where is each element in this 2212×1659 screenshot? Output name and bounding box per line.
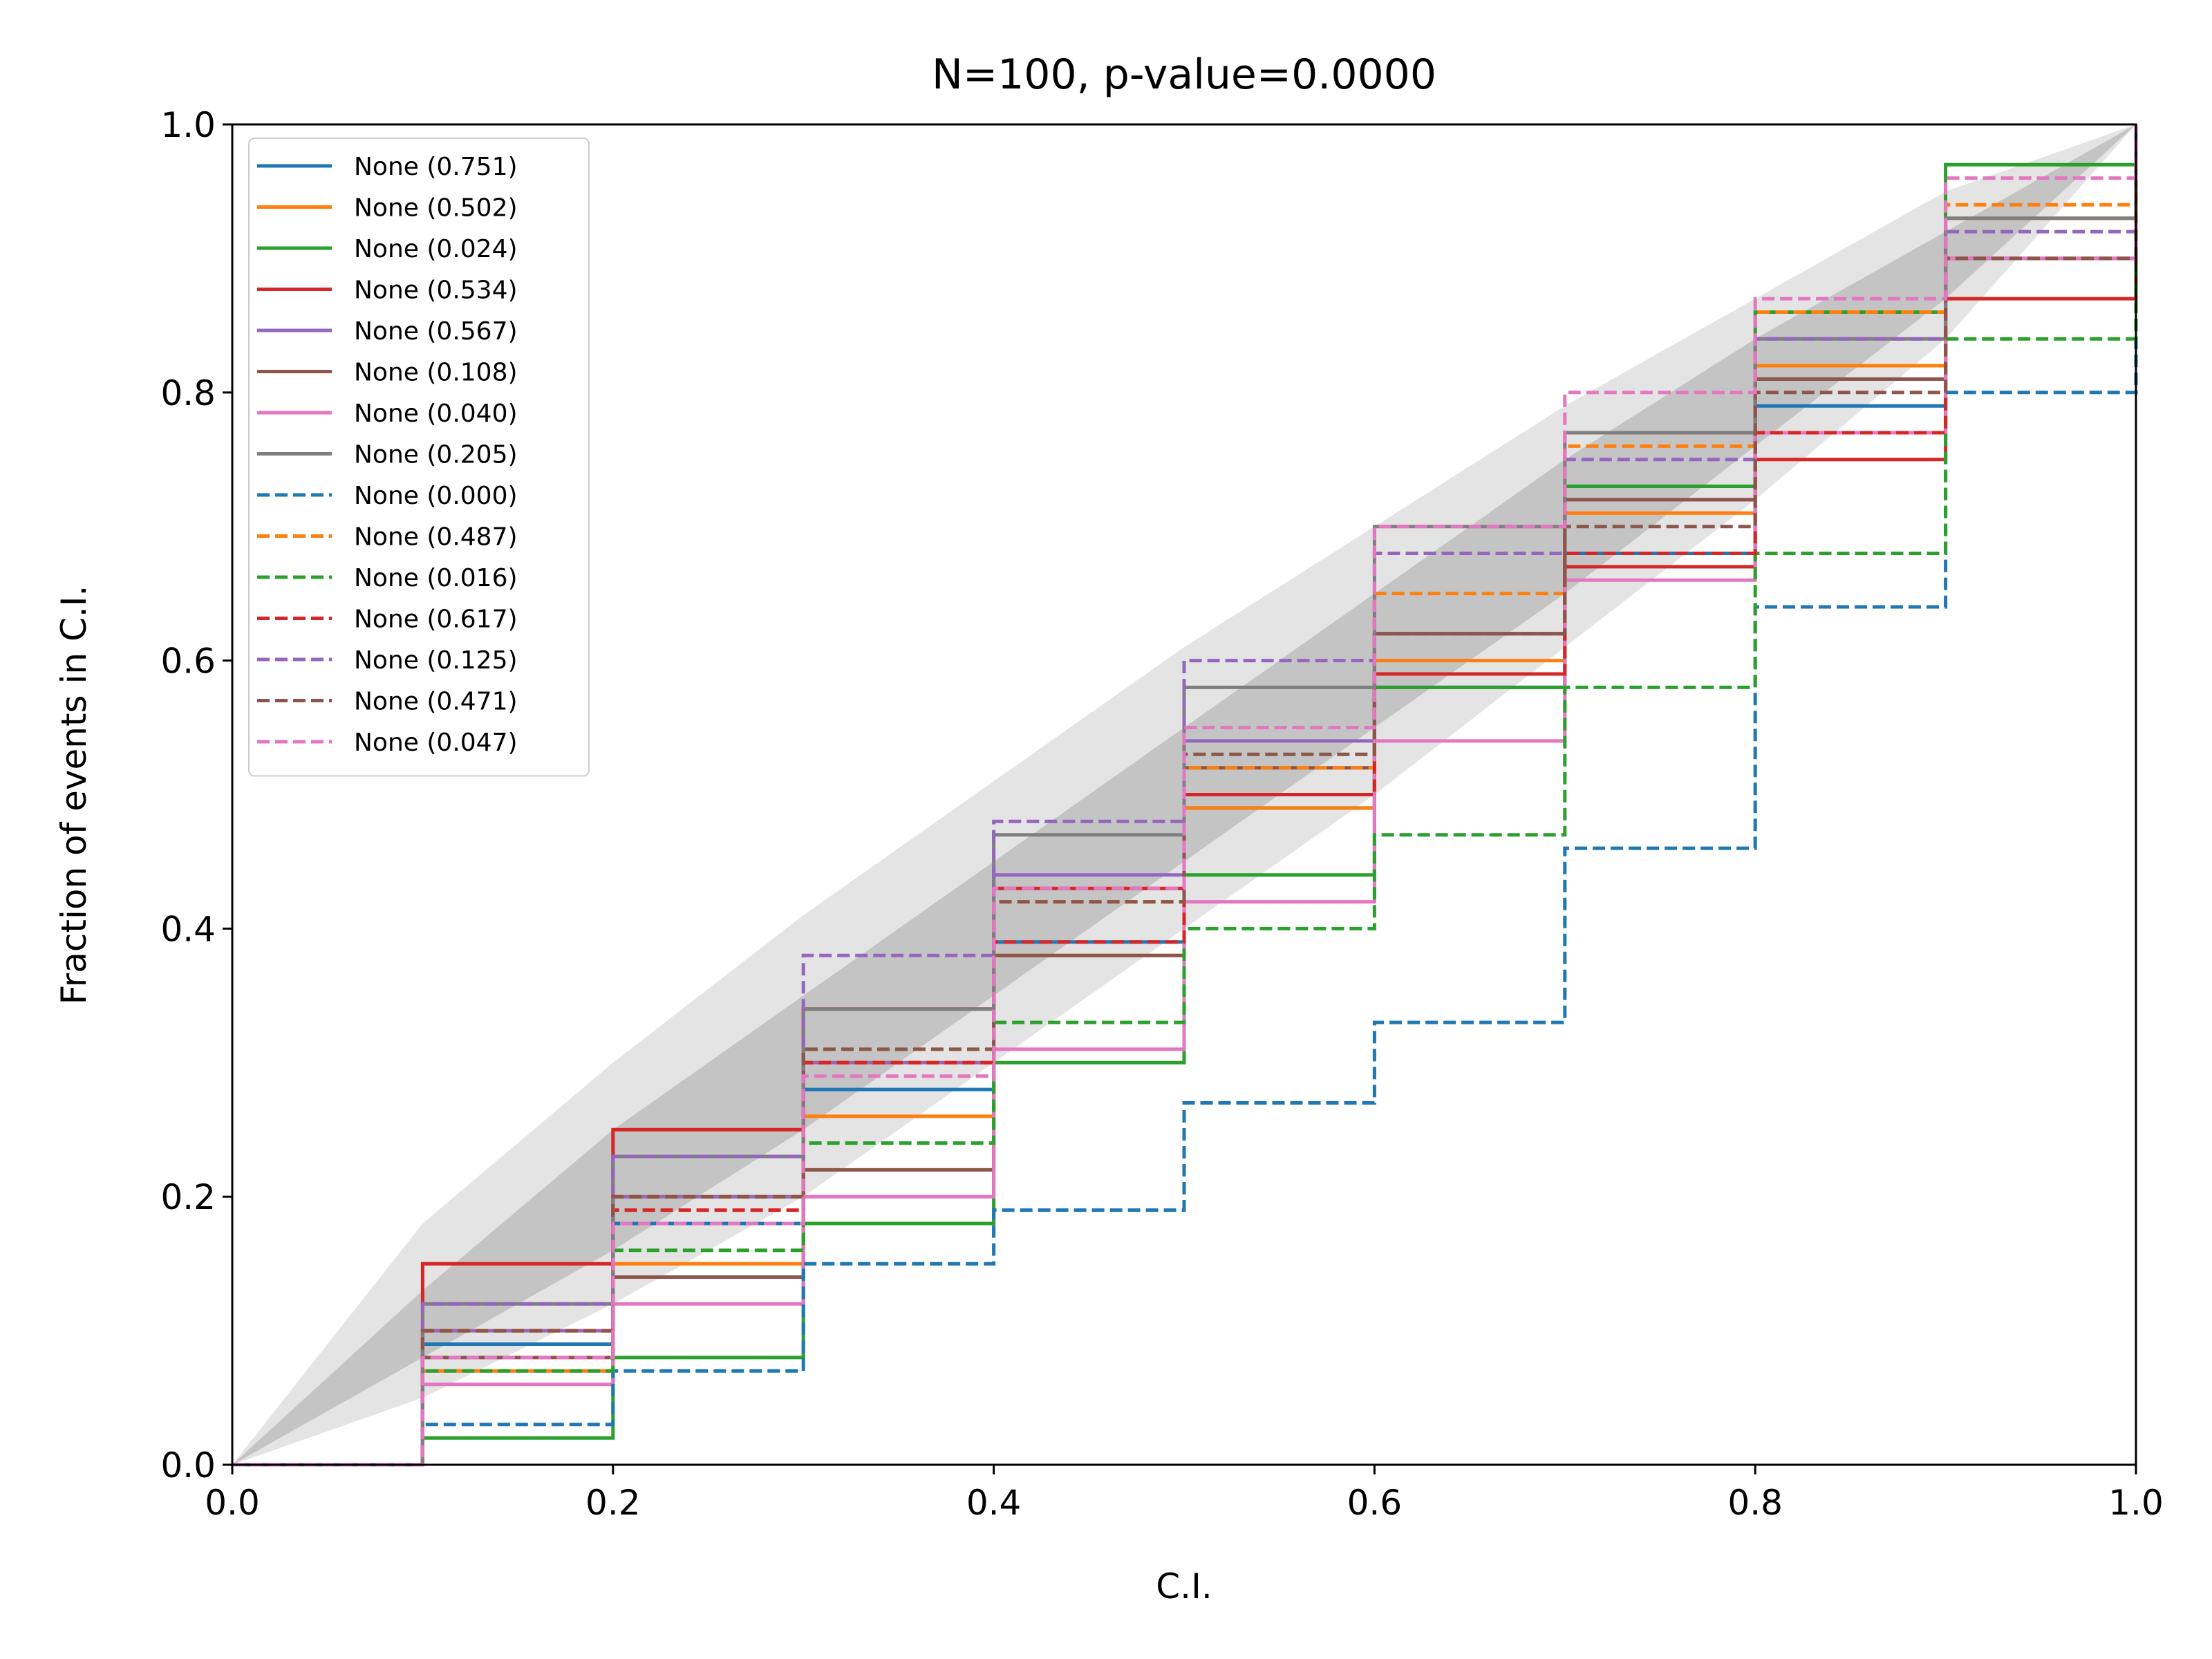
x-axis-label: C.I.: [1156, 1566, 1212, 1606]
legend-label: None (0.024): [354, 235, 518, 263]
series-lines: [232, 124, 2138, 1467]
legend-label: None (0.205): [354, 441, 518, 469]
x-tick-label: 0.4: [966, 1483, 1022, 1523]
x-tick-label: 0.2: [585, 1483, 641, 1523]
legend-label: None (0.000): [354, 482, 518, 510]
legend-label: None (0.040): [354, 400, 518, 428]
legend-label: None (0.534): [354, 276, 518, 305]
axis-ticks: 0.0 0.2 0.4 0.6 0.8 1.0 0.0 0.2 0.4 0.6 0.8 1.0: [160, 105, 2163, 1523]
series-line-15: [232, 124, 2138, 1467]
legend-label: None (0.108): [354, 359, 518, 387]
x-tick-label: 0.0: [205, 1483, 260, 1523]
legend-label: None (0.471): [354, 688, 518, 716]
y-tick-label: 0.2: [160, 1177, 216, 1217]
y-tick-label: 0.4: [160, 909, 216, 949]
plot-frame: [231, 123, 2137, 1466]
y-tick-label: 0.8: [160, 373, 216, 413]
legend: None (0.751) None (0.502) None (0.024) None…: [248, 138, 590, 777]
legend-label: None (0.047): [354, 729, 518, 757]
legend-label: None (0.567): [354, 317, 518, 346]
legend-label: None (0.617): [354, 606, 518, 634]
y-tick-label: 1.0: [160, 105, 216, 145]
y-axis-label: Fraction of events in C.I.: [54, 585, 94, 1005]
x-tick-label: 0.8: [1727, 1483, 1783, 1523]
y-tick-label: 0.6: [160, 641, 216, 682]
series-line-9: [232, 124, 2138, 1467]
chart-title: N=100, p-value=0.0000: [932, 50, 1436, 99]
x-tick-label: 1.0: [2108, 1483, 2164, 1523]
y-tick-label: 0.0: [160, 1445, 216, 1485]
legend-label: None (0.016): [354, 564, 518, 592]
legend-label: None (0.502): [354, 194, 518, 223]
x-tick-label: 0.6: [1347, 1483, 1403, 1523]
legend-label: None (0.125): [354, 646, 518, 675]
legend-box: [248, 138, 590, 777]
legend-label: None (0.751): [354, 153, 518, 181]
legend-label: None (0.487): [354, 523, 518, 552]
series-line-13: [232, 124, 2138, 1467]
